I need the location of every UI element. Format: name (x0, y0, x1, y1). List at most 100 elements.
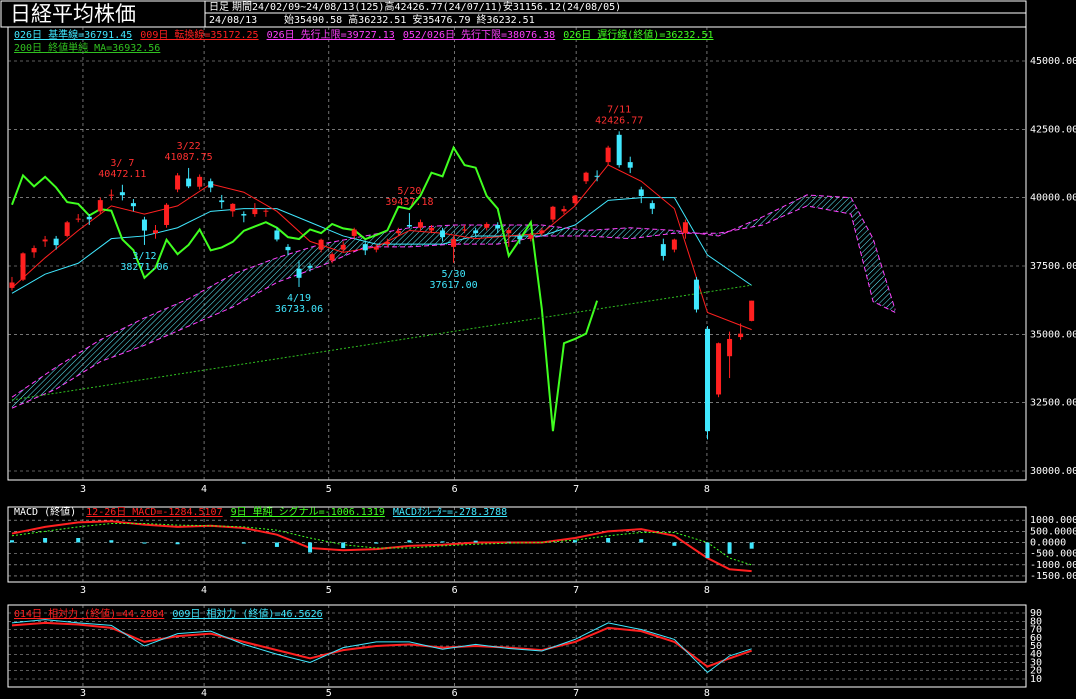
candle-body (340, 244, 346, 250)
candle-body (86, 216, 92, 220)
annotation-value: 39437.18 (385, 197, 433, 208)
candle-body (605, 147, 611, 163)
legend-entry: 026日 先行上限=39727.13 (267, 28, 395, 41)
candle-body (738, 333, 744, 338)
candle-body (186, 178, 192, 187)
x-tick-label: 4 (201, 688, 207, 699)
candle-body (462, 229, 468, 231)
candle-body (318, 239, 324, 250)
annotation-date: 4/19 (287, 293, 311, 304)
y-tick-label: 35000.00 (1030, 329, 1076, 340)
y-tick-label: 45000.00 (1030, 56, 1076, 67)
candle-body (417, 222, 423, 228)
series-line (11, 194, 896, 398)
candle-body (20, 253, 26, 280)
y-tick-label: 32500.00 (1030, 398, 1076, 409)
candle-body (517, 235, 523, 240)
x-tick-label: 6 (452, 585, 458, 596)
candle-body (285, 246, 291, 251)
candle-body (53, 238, 59, 246)
candle-body (219, 200, 225, 203)
x-tick-label: 6 (452, 484, 458, 495)
y-tick-label: 90 (1030, 608, 1042, 619)
histogram-bar (440, 541, 445, 543)
candle-body (484, 223, 490, 228)
annotation-value: 40472.11 (98, 169, 146, 180)
x-tick-label: 5 (326, 688, 332, 699)
candle-body (749, 300, 755, 321)
candle-body (296, 268, 302, 278)
histogram-bar (374, 542, 379, 544)
candle-body (152, 230, 158, 234)
legend-entry: 052/026日 先行下限=38076.38 (403, 28, 555, 41)
candle-body (528, 235, 534, 239)
x-tick-label: 3 (80, 484, 86, 495)
histogram-bar (76, 538, 81, 543)
x-tick-label: 7 (573, 688, 579, 699)
y-tick-label: 40000.00 (1030, 193, 1076, 204)
candle-body (561, 209, 567, 212)
histogram-bar (727, 542, 732, 554)
y-tick-label: 42500.00 (1030, 124, 1076, 135)
histogram-bar (506, 541, 511, 543)
histogram-bar (573, 540, 578, 543)
candle-body (197, 176, 203, 187)
candle-body (119, 192, 125, 196)
y-tick-label: 0.0000 (1030, 537, 1066, 548)
y-tick-label: 40 (1030, 649, 1042, 660)
series-line (11, 205, 896, 409)
x-tick-label: 7 (573, 484, 579, 495)
histogram-bar (175, 542, 180, 545)
y-tick-label: 50 (1030, 641, 1042, 652)
series-line (11, 145, 599, 432)
histogram-bar (274, 542, 279, 547)
candle-body (495, 225, 501, 229)
annotation-value: 37617.00 (429, 280, 477, 291)
candle-body (329, 254, 335, 261)
candle-body (583, 172, 589, 182)
histogram-bar (241, 542, 246, 544)
candle-body (406, 225, 412, 227)
candle-body (616, 134, 622, 166)
candle-body (373, 247, 379, 250)
candle-body (506, 230, 512, 234)
annotation-date: 3/22 (177, 141, 201, 152)
y-tick-label: 20 (1030, 666, 1042, 677)
candle-body (351, 229, 357, 236)
y-tick-label: 1000.0000 (1030, 515, 1076, 526)
period: 期間24/02/09~24/08/13(125)高42426.77(24/07/… (232, 0, 621, 13)
annotation-date: 3/ 7 (110, 158, 134, 169)
x-tick-label: 4 (201, 484, 207, 495)
annotation-date: 5/30 (442, 269, 466, 280)
y-tick-label: 80 (1030, 616, 1042, 627)
x-tick-label: 4 (201, 585, 207, 596)
x-tick-label: 5 (326, 585, 332, 596)
histogram-bar (308, 542, 313, 553)
x-tick-label: 8 (704, 585, 710, 596)
panel-title: MACD (終値) (14, 505, 76, 518)
histogram-bar (639, 539, 644, 543)
y-tick-label: 10 (1030, 674, 1042, 685)
legend-entry: 014日 相対力 (終値)=44.2884 (14, 607, 164, 620)
y-tick-label: -1500.0000 (1030, 571, 1076, 582)
series-line (11, 284, 752, 401)
y-tick-label: -1000.0000 (1030, 560, 1076, 571)
candle-body (704, 328, 710, 432)
candle-body (693, 279, 699, 310)
candle-body (473, 230, 479, 234)
panel-frame (7, 506, 1027, 583)
legend-entry: 200日 終値単純 MA=36932.56 (14, 41, 160, 54)
candle-body (175, 175, 181, 190)
annotation-value: 36733.06 (275, 304, 323, 315)
histogram-bar (9, 540, 14, 543)
x-tick-label: 8 (704, 688, 710, 699)
candle-body (539, 230, 545, 234)
candle-body (428, 227, 434, 231)
title: 日経平均株価 (10, 2, 136, 26)
x-tick-label: 5 (326, 484, 332, 495)
legend-entry: 026日 基準線=36791.45 (14, 28, 132, 41)
candle-body (141, 219, 147, 231)
x-tick-label: 8 (704, 484, 710, 495)
candle-body (594, 175, 600, 177)
